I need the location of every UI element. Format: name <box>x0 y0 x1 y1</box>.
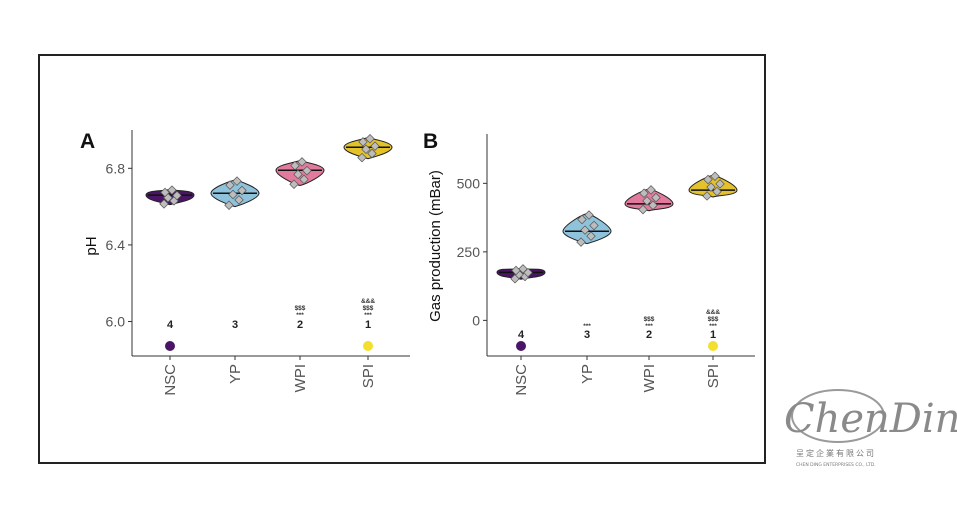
data-point <box>228 189 238 200</box>
legend-dot-NSC <box>165 341 175 351</box>
data-point <box>702 191 712 201</box>
y-tick-label: 6.0 <box>106 314 126 330</box>
rank-label: 3 <box>232 319 238 331</box>
data-point <box>648 200 658 210</box>
significance-mark: *** <box>296 312 304 319</box>
data-point <box>172 190 182 201</box>
data-point <box>584 210 594 220</box>
significance-mark: &&& <box>361 298 375 305</box>
data-point <box>357 152 367 163</box>
significance-mark: $$$ <box>295 305 306 312</box>
data-point <box>586 231 596 241</box>
data-point <box>224 200 234 211</box>
data-point <box>580 225 590 235</box>
data-point <box>706 182 716 192</box>
figure-frame: A 6.0 6.4 6.8 pH NSC 4 YP 3 WPI 2 *** $$$ SPI 1 *** $$$ &… <box>38 54 766 464</box>
data-point <box>518 264 528 274</box>
data-point <box>293 169 303 180</box>
significance-mark: *** <box>364 312 372 319</box>
x-tick-label: NSC <box>513 364 530 396</box>
legend-dot-NSC <box>516 341 526 351</box>
data-point <box>358 137 368 147</box>
logo-swash <box>791 389 885 443</box>
data-point <box>290 160 300 171</box>
data-point <box>159 199 169 209</box>
data-point <box>642 196 652 206</box>
chart-panel-A: A6.06.46.8pHNSC4YP3WPI2***$$$SPI1***$$$&… <box>80 130 410 396</box>
logo-chinese-text: 呈定企業有限公司 <box>796 448 876 458</box>
x-tick-label: WPI <box>641 364 658 392</box>
x-tick-label: YP <box>227 364 244 384</box>
data-point <box>646 185 656 195</box>
y-tick-label: 500 <box>457 175 481 191</box>
y-axis-label: pH <box>83 236 100 255</box>
x-tick-label: WPI <box>292 364 309 392</box>
significance-mark: *** <box>645 323 653 330</box>
y-tick-label: 0 <box>472 312 480 328</box>
y-tick-label: 6.8 <box>106 160 126 176</box>
panel-label: B <box>423 130 438 153</box>
data-point <box>367 148 377 159</box>
data-point <box>365 133 375 144</box>
chen-ding-logo: ChenDing 呈定企業有限公司 CHEN DING ENTERPRISES … <box>784 389 957 468</box>
rank-label: 4 <box>167 319 174 331</box>
data-point <box>302 165 312 176</box>
y-tick-label: 6.4 <box>106 237 126 253</box>
x-tick-label: SPI <box>360 364 377 388</box>
significance-mark: $$$ <box>644 316 655 323</box>
significance-mark: *** <box>583 323 591 330</box>
violin-charts: A6.06.46.8pHNSC4YP3WPI2***$$$SPI1***$$$&… <box>80 130 755 396</box>
rank-label: 2 <box>297 319 303 331</box>
significance-mark: $$$ <box>708 316 719 323</box>
logo-script-text: ChenDing <box>784 396 957 442</box>
rank-label: 3 <box>584 329 590 341</box>
y-axis-label: Gas production (mBar) <box>427 170 444 322</box>
data-point <box>712 186 722 197</box>
y-tick-label: 250 <box>457 244 481 260</box>
data-point <box>511 265 521 276</box>
x-tick-label: YP <box>579 364 596 384</box>
data-point <box>639 188 649 198</box>
x-tick-label: SPI <box>705 364 722 388</box>
x-tick-label: NSC <box>162 364 179 396</box>
data-point <box>289 179 299 190</box>
data-point <box>234 195 244 205</box>
data-point <box>167 185 177 195</box>
data-point <box>225 180 235 190</box>
significance-mark: *** <box>709 323 717 330</box>
legend-dot-SPI <box>708 341 718 351</box>
data-point <box>232 176 242 186</box>
rank-label: 2 <box>646 329 652 341</box>
data-point <box>715 179 725 189</box>
data-point <box>577 214 587 225</box>
rank-label: 1 <box>365 319 371 331</box>
data-point <box>297 157 307 167</box>
panel-label: A <box>80 130 95 153</box>
data-point <box>651 192 661 203</box>
significance-mark: &&& <box>706 309 720 316</box>
data-point <box>299 174 309 185</box>
data-point <box>160 187 170 198</box>
logo-english-text: CHEN DING ENTERPRISES CO., LTD. <box>796 462 876 468</box>
data-point <box>370 141 380 151</box>
rank-label: 4 <box>518 329 525 341</box>
significance-mark: $$$ <box>363 305 374 312</box>
rank-label: 1 <box>710 329 716 341</box>
data-point <box>710 171 720 181</box>
legend-dot-SPI <box>363 341 373 351</box>
data-point <box>638 204 648 215</box>
data-point <box>589 220 599 231</box>
data-point <box>576 237 586 247</box>
data-point <box>237 185 247 196</box>
data-point <box>361 144 371 154</box>
data-point <box>703 174 713 185</box>
